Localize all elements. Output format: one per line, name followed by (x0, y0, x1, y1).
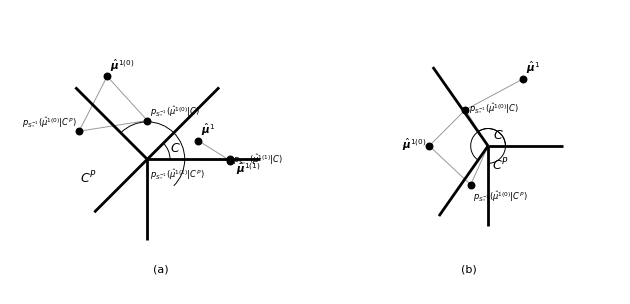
Text: $\hat{\boldsymbol{\mu}}^1$: $\hat{\boldsymbol{\mu}}^1$ (525, 60, 539, 76)
Point (102, 74, 112, 79)
Point (466, 182, 476, 187)
Point (193, 138, 203, 143)
Point (518, 77, 528, 81)
Point (142, 118, 152, 123)
Text: (b): (b) (461, 264, 478, 274)
Text: $p_{S_*^{-1}}(\hat{\mu}^{1(1)}|C^P)$: $p_{S_*^{-1}}(\hat{\mu}^{1(1)}|C^P)$ (150, 167, 205, 181)
Text: $C^P$: $C^P$ (81, 170, 97, 186)
Text: $\hat{\boldsymbol{\mu}}^{1(0)}$: $\hat{\boldsymbol{\mu}}^{1(0)}$ (110, 57, 134, 74)
Text: $p_{S_*^{-1}}(\hat{\mu}^{1(0)}|C)$: $p_{S_*^{-1}}(\hat{\mu}^{1(0)}|C)$ (150, 105, 200, 118)
Text: $C^P$: $C^P$ (492, 156, 509, 173)
Point (424, 143, 434, 148)
Text: $p_{S_*^{-1}}(\hat{\mu}^{1(0)}|C^P)$: $p_{S_*^{-1}}(\hat{\mu}^{1(0)}|C^P)$ (21, 115, 76, 129)
Text: $\hat{\boldsymbol{\mu}}^{1(0)}$: $\hat{\boldsymbol{\mu}}^{1(0)}$ (403, 136, 427, 153)
Text: $C$: $C$ (170, 142, 181, 155)
Point (461, 107, 471, 112)
Text: $p_{S_*^{-1}}(\hat{\mu}^{1(1)}|C)$: $p_{S_*^{-1}}(\hat{\mu}^{1(1)}|C)$ (233, 153, 283, 166)
Text: $\hat{\boldsymbol{\mu}}^1$: $\hat{\boldsymbol{\mu}}^1$ (201, 122, 215, 138)
Text: $C$: $C$ (493, 129, 504, 142)
Text: $p_{S_*^{-1}}(\hat{\mu}^{1(0)}|C)$: $p_{S_*^{-1}}(\hat{\mu}^{1(0)}|C)$ (469, 102, 520, 115)
Text: (a): (a) (153, 264, 168, 274)
Text: $p_{S_*^{-1}}(\hat{\mu}^{1(0)}|C^P)$: $p_{S_*^{-1}}(\hat{\mu}^{1(0)}|C^P)$ (473, 190, 528, 203)
Text: $\hat{\boldsymbol{\mu}}^{1(1)}$: $\hat{\boldsymbol{\mu}}^{1(1)}$ (236, 161, 260, 177)
Point (225, 157, 235, 162)
Point (74, 129, 84, 134)
Point (225, 158, 235, 163)
